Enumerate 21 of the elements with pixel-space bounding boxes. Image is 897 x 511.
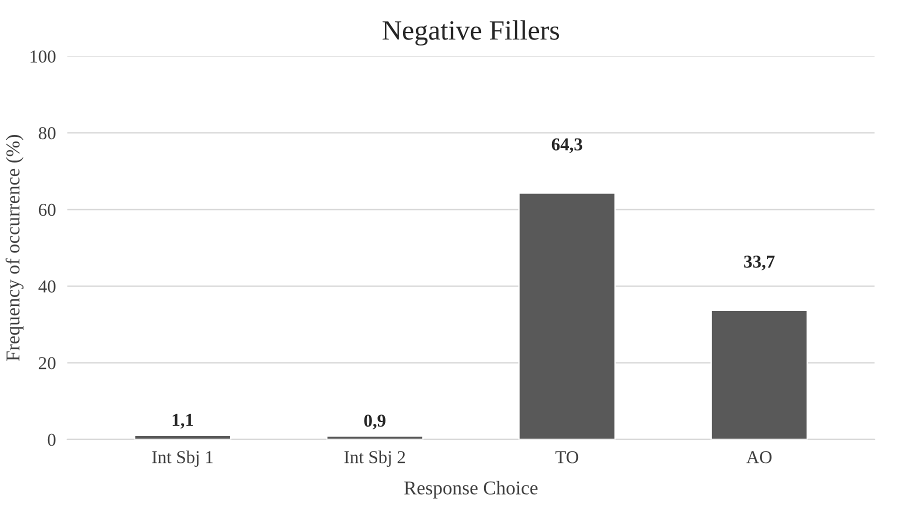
y-tick-label: 100 [30,50,56,63]
x-tick-label: AO [746,451,772,464]
y-tick-label: 0 [48,434,56,446]
data-label: 0,9 [364,414,386,430]
bar [518,192,616,440]
bar [326,435,424,440]
y-tick-label: 20 [38,357,56,370]
chart-title: Negative Fillers [382,20,560,46]
data-label: 1,1 [172,414,193,429]
data-label: 33,7 [744,256,775,270]
x-tick-label: Int Sbj 2 [344,450,405,467]
y-tick-label: 80 [38,127,56,140]
y-axis-title: Frequency of occurrence (%) [6,135,24,361]
x-axis-title: Response Choice [404,480,538,498]
data-label: 64,3 [552,138,582,154]
y-tick-label: 60 [38,204,56,216]
x-tick-label: TO [555,451,578,464]
y-tick-label: 40 [38,280,56,293]
bar [710,310,808,440]
x-tick-label: Int Sbj 1 [152,450,213,467]
bar [134,434,232,440]
